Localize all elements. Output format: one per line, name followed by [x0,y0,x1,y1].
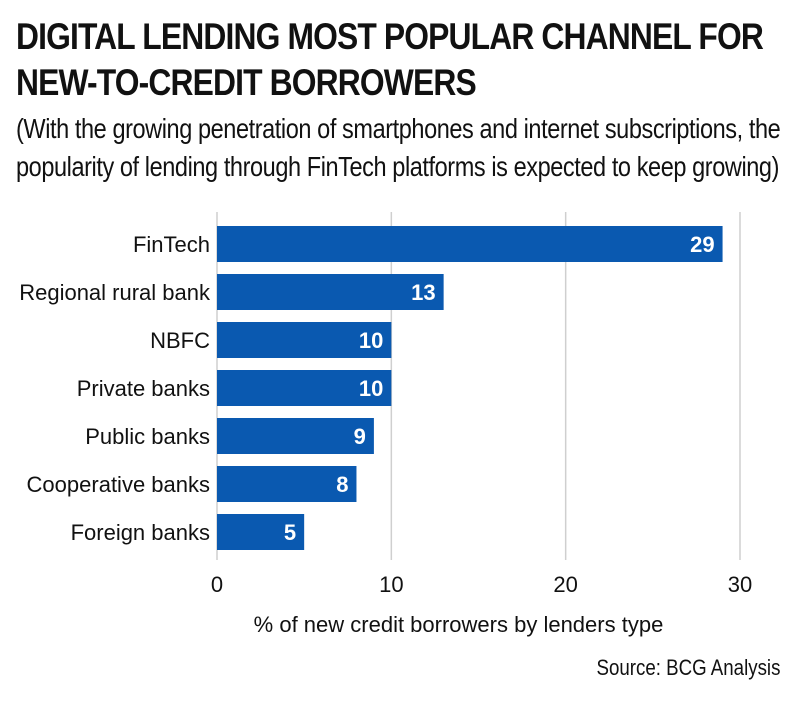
subtitle-line-1: (With the growing penetration of smartph… [16,113,781,144]
x-tick-label: 0 [211,572,223,597]
value-label: 29 [690,232,714,257]
category-label: Public banks [85,424,210,449]
value-label: 10 [359,328,383,353]
category-label: Cooperative banks [27,472,210,497]
category-label: Private banks [77,376,210,401]
bar-nbfc [217,322,392,358]
title-line-2: NEW-TO-CREDIT BORROWERS [16,62,477,103]
title-line-1: DIGITAL LENDING MOST POPULAR CHANNEL FOR [16,16,764,57]
chart-title: DIGITAL LENDING MOST POPULAR CHANNEL FOR… [16,14,764,106]
bar-regional-rural-bank [217,274,444,310]
value-label: 13 [411,280,435,305]
x-tick-label: 20 [553,572,577,597]
bar-public-banks [217,418,374,454]
value-label: 10 [359,376,383,401]
x-tick-labels: 0 10 20 30 [211,572,752,597]
value-label: 5 [284,520,296,545]
category-labels: FinTech Regional rural bank NBFC Private ba… [19,232,211,545]
bar-fintech [217,226,723,262]
category-label: FinTech [133,232,210,257]
category-label: Foreign banks [71,520,210,545]
value-labels: 29 13 10 10 98 5 [284,232,715,545]
category-label: NBFC [150,328,210,353]
value-label: 9 [354,424,366,449]
bar-foreign-banks [217,514,305,550]
x-tick-label: 10 [379,572,403,597]
subtitle-line-2: popularity of lending through FinTech pl… [16,151,779,182]
category-label: Regional rural bank [19,280,211,305]
value-label: 8 [336,472,348,497]
source-note: Source: BCG Analysis [596,655,780,680]
bar-private-banks [217,370,392,406]
bars [217,226,723,550]
x-tick-label: 30 [728,572,752,597]
bar-cooperative-banks [217,466,357,502]
x-axis-label: % of new credit borrowers by lenders typ… [254,612,664,637]
chart-subtitle: (With the growing penetration of smartph… [16,110,781,186]
